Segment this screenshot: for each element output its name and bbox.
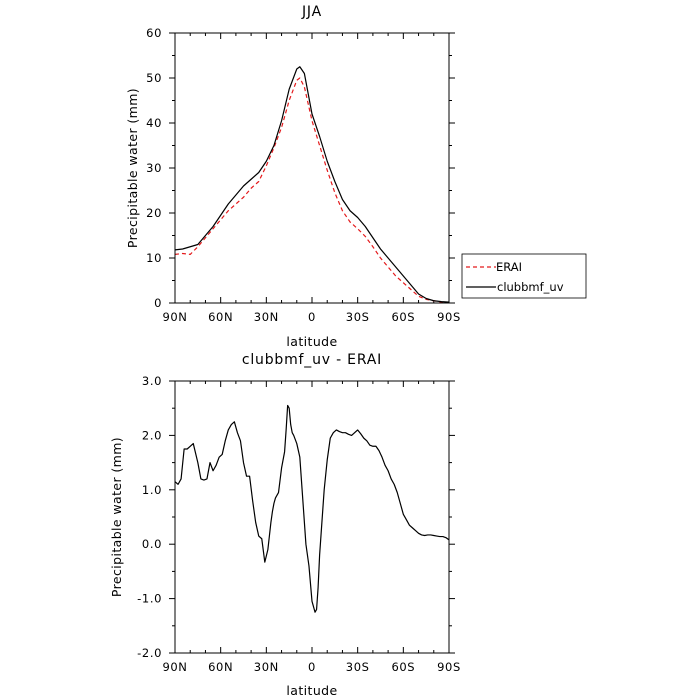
bottom-x-axis-title: latitude	[286, 683, 337, 698]
bottom-x-tick-label: 90S	[437, 660, 461, 674]
bottom-x-tick-label: 30S	[346, 660, 370, 674]
top-x-tick-label: 90S	[437, 310, 461, 324]
bottom-y-tick-label: 2.0	[142, 428, 162, 442]
legend-label-clubbmf-uv: clubbmf_uv	[497, 280, 564, 294]
legend: ERAI clubbmf_uv	[461, 253, 587, 299]
top-y-tick-label: 60	[146, 26, 162, 40]
top-x-tick-label: 90N	[162, 310, 187, 324]
bottom-y-tick-label: 0.0	[142, 537, 162, 551]
bottom-series-difference-line	[174, 404, 450, 613]
top-y-tick-label: 0	[154, 296, 162, 310]
top-y-tick-label: 30	[146, 161, 162, 175]
top-axis-ticks: 90N 60N 30N 0 30S 60S 90S 0 10 20 30 40 50 60	[146, 26, 461, 324]
top-series-erai-line	[174, 77, 450, 304]
bottom-plot-frame	[174, 380, 450, 654]
bottom-x-tick-label: 30N	[254, 660, 279, 674]
bottom-y-tick-label: -2.0	[137, 646, 162, 660]
top-x-tick-label: 30N	[254, 310, 279, 324]
bottom-panel: clubbmf_uv - ERAI 90N 60N 30N 0 30S 60S 90S -2.…	[109, 352, 461, 698]
bottom-axis-ticks: 90N 60N 30N 0 30S 60S 90S -2.0 -1.0 0.0 1.0 2.0 3.0	[137, 374, 461, 674]
top-y-axis-title: Precipitable water (mm)	[125, 88, 140, 248]
top-chart-title: JJA	[301, 4, 322, 20]
top-x-tick-label: 60N	[208, 310, 233, 324]
top-x-tick-label: 0	[308, 310, 316, 324]
bottom-series-group	[174, 404, 450, 613]
bottom-x-tick-label: 60N	[208, 660, 233, 674]
top-x-tick-label: 60S	[391, 310, 415, 324]
bottom-chart-title: clubbmf_uv - ERAI	[242, 352, 382, 368]
top-plot-frame	[174, 32, 450, 304]
top-series-clubbmf-uv-line	[174, 66, 450, 303]
bottom-y-tick-label: 3.0	[142, 374, 162, 388]
legend-label-erai: ERAI	[496, 260, 522, 274]
top-y-tick-label: 50	[146, 71, 162, 85]
bottom-x-tick-label: 90N	[162, 660, 187, 674]
bottom-y-tick-label: -1.0	[137, 592, 162, 606]
top-x-axis-title: latitude	[286, 334, 337, 349]
top-series-group	[174, 66, 450, 304]
bottom-y-axis-title: Precipitable water (mm)	[109, 437, 124, 597]
bottom-x-tick-label: 60S	[391, 660, 415, 674]
top-y-tick-label: 20	[146, 206, 162, 220]
bottom-y-tick-label: 1.0	[142, 483, 162, 497]
top-panel: JJA 90N 60N 30N 0 30S 60S 90S 0 10 20 30 40 50 60 lat…	[125, 4, 461, 349]
top-x-tick-label: 30S	[346, 310, 370, 324]
top-y-tick-label: 10	[146, 251, 162, 265]
top-y-tick-label: 40	[146, 116, 162, 130]
bottom-x-tick-label: 0	[308, 660, 316, 674]
legend-box	[461, 253, 587, 299]
